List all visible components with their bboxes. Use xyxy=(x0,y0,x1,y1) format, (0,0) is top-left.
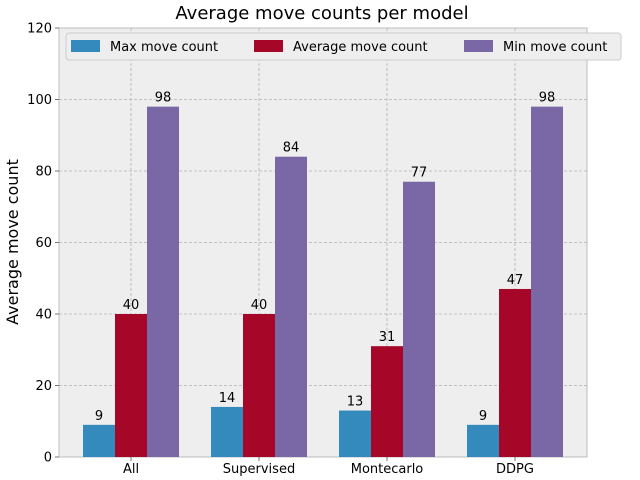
bar-label-1-3: 47 xyxy=(507,273,524,288)
legend-swatch-1 xyxy=(254,40,283,52)
bar-1-2 xyxy=(371,346,403,457)
y-tick-label-5: 100 xyxy=(27,93,52,108)
bar-0-3 xyxy=(467,424,499,457)
y-tick-label-2: 40 xyxy=(35,308,52,323)
bar-1-0 xyxy=(115,314,147,457)
x-tick-label-3: DDPG xyxy=(496,462,534,477)
legend-swatch-0 xyxy=(71,40,100,52)
bar-2-1 xyxy=(275,156,307,457)
bar-label-2-0: 98 xyxy=(155,91,172,106)
bar-label-1-2: 31 xyxy=(379,330,396,345)
x-tick-label-0: All xyxy=(123,462,139,477)
chart-title: Average move counts per model xyxy=(175,3,468,24)
bar-label-0-2: 13 xyxy=(347,395,364,410)
bar-value-labels: 9 14 13 9 40 40 31 47 98 84 77 98 xyxy=(95,91,555,424)
bar-label-0-3: 9 xyxy=(479,409,487,424)
bar-label-1-1: 40 xyxy=(251,298,268,313)
bar-1-1 xyxy=(243,314,275,457)
y-tick-label-0: 0 xyxy=(44,451,52,466)
legend-label-1: Average move count xyxy=(293,40,428,55)
bar-0-1 xyxy=(211,406,243,457)
bar-2-0 xyxy=(147,106,179,458)
y-tick-label-3: 60 xyxy=(35,236,52,251)
y-tick-label-4: 80 xyxy=(35,165,52,180)
bar-label-2-3: 98 xyxy=(539,91,556,106)
bar-0-2 xyxy=(339,410,371,457)
legend-frame xyxy=(65,32,622,61)
bar-label-2-1: 84 xyxy=(283,141,300,156)
x-axis-ticks: All Supervised Montecarlo DDPG xyxy=(123,457,534,477)
bar-2-2 xyxy=(403,181,435,457)
bars xyxy=(83,106,563,458)
legend-swatch-2 xyxy=(464,40,493,52)
y-tick-label-6: 120 xyxy=(27,22,52,37)
x-tick-label-1: Supervised xyxy=(223,462,295,477)
legend-label-0: Max move count xyxy=(110,40,218,55)
bar-2-3 xyxy=(531,106,563,458)
bar-0-0 xyxy=(83,424,115,457)
x-tick-label-2: Montecarlo xyxy=(351,462,424,477)
legend-label-2: Min move count xyxy=(503,40,607,55)
y-axis-label: Average move count xyxy=(3,159,22,325)
bar-label-2-2: 77 xyxy=(411,166,428,181)
bar-label-1-0: 40 xyxy=(123,298,140,313)
y-axis-ticks: 0 20 40 60 80 100 120 xyxy=(27,22,59,466)
bar-label-0-0: 9 xyxy=(95,409,103,424)
y-tick-label-1: 20 xyxy=(35,379,52,394)
bar-1-3 xyxy=(499,288,531,457)
bar-label-0-1: 14 xyxy=(219,391,236,406)
legend: Max move count Average move count Min move… xyxy=(65,32,622,61)
